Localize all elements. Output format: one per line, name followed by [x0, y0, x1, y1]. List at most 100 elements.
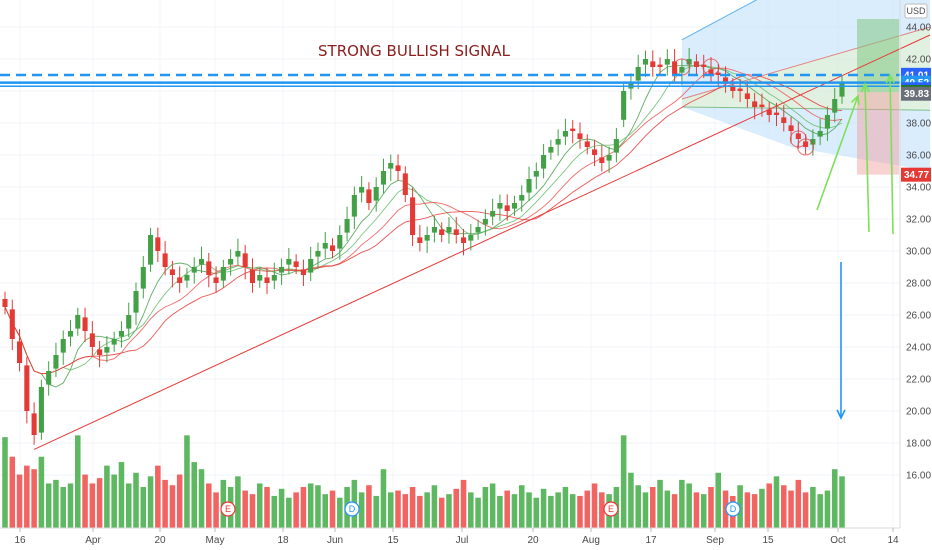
candle-body	[89, 333, 95, 347]
volume-bar	[831, 469, 838, 528]
svg-text:USD: USD	[906, 6, 926, 16]
volume-bar	[475, 497, 481, 528]
candle-body	[46, 371, 52, 385]
candle-body	[599, 157, 605, 163]
candle-body	[548, 147, 554, 153]
volume-bar	[766, 483, 772, 528]
candle-body	[715, 72, 721, 75]
currency-label[interactable]: USD	[904, 3, 928, 19]
candle-body	[752, 101, 758, 107]
green-arrow-1-shaft	[816, 95, 859, 211]
candle-body	[169, 269, 175, 275]
time-tick-label: 15	[387, 535, 399, 546]
candle-body	[817, 131, 823, 137]
candle-body	[519, 195, 525, 201]
volume-bar	[759, 488, 765, 528]
ma-ribbon-line	[4, 67, 843, 375]
candle-body	[803, 141, 809, 147]
candle-body	[664, 59, 670, 65]
candle-body	[657, 64, 663, 67]
candle-body	[242, 253, 248, 267]
candle-body	[148, 235, 154, 265]
price-axis[interactable]: 16.00 18.00 20.00 22.00 24.00 26.00 28.00 30.00…	[906, 23, 931, 482]
volume-bar	[206, 483, 212, 528]
candle-body	[824, 115, 830, 129]
volume-bar	[824, 490, 831, 528]
candle-body	[344, 219, 350, 233]
volume-bar	[708, 487, 714, 528]
price-tick-label: 32.00	[906, 215, 931, 226]
volume-bar	[802, 492, 809, 528]
uptrend-line	[33, 34, 931, 450]
volume-bar	[176, 474, 183, 528]
candle-body	[155, 237, 161, 251]
candle-body	[453, 229, 459, 235]
volume-bar	[380, 469, 387, 528]
candle-body	[693, 61, 699, 67]
candle-body	[446, 227, 452, 233]
candle-body	[395, 165, 401, 171]
candle-body	[322, 243, 328, 249]
price-tick-label: 22.00	[906, 375, 931, 386]
candle-body	[744, 93, 750, 99]
candle-body	[308, 259, 314, 273]
event-marker	[603, 501, 619, 517]
candle-body	[257, 275, 263, 281]
volume-bar	[489, 483, 496, 528]
candle-body	[97, 349, 103, 355]
volume-bar	[264, 487, 270, 528]
candle-body	[490, 211, 496, 217]
volume-bar	[657, 479, 663, 528]
stop-loss-zone	[857, 92, 899, 175]
volume-bar	[810, 487, 816, 528]
green-arrow-2-head	[860, 82, 870, 93]
volume-bar	[518, 485, 525, 528]
price-tag-label: 34.77	[904, 170, 929, 181]
volume-bar	[555, 492, 561, 528]
volume-bar	[395, 490, 401, 528]
volume-bar	[700, 494, 707, 528]
volume-bar	[9, 456, 16, 528]
candle-body	[584, 141, 590, 147]
candlesticks	[2, 47, 845, 445]
candle-body	[795, 133, 801, 139]
candle-body	[839, 83, 845, 97]
candle-body	[577, 133, 583, 139]
time-axis[interactable]: 16 Apr 20 May 18 Jun 15 Jul 20 Aug 17 Sep 15 Oct 14	[14, 528, 899, 546]
time-tick-label: Apr	[85, 535, 101, 546]
candle-body	[300, 269, 306, 275]
candle-body	[781, 117, 787, 123]
volume-bar	[599, 492, 605, 528]
volume-bar	[271, 495, 278, 528]
time-tick-label: 17	[645, 535, 657, 546]
volume-bar	[366, 485, 372, 528]
candle-body	[293, 261, 299, 267]
candle-body	[191, 267, 197, 273]
candle-body	[541, 155, 547, 169]
candle-body	[431, 227, 437, 233]
time-tick-label: 14	[887, 535, 899, 546]
candle-body	[439, 229, 445, 235]
candle-body	[206, 261, 212, 275]
price-tick-label: 24.00	[906, 343, 931, 354]
volume-bar	[169, 485, 176, 528]
candle-body	[351, 195, 357, 217]
volume-bar	[693, 492, 700, 528]
candle-body	[359, 187, 365, 193]
price-tick-label: 38.00	[906, 119, 931, 130]
candle-body	[759, 104, 765, 107]
volume-bar	[387, 492, 394, 528]
arrow-drawings	[816, 73, 895, 420]
highlight-circle	[797, 138, 815, 156]
candle-body	[60, 339, 66, 353]
candle-body	[497, 203, 503, 209]
volume-bar	[424, 492, 430, 528]
pitchfork-upper-line	[681, 0, 758, 41]
volume-bar	[781, 485, 787, 528]
volume-bar	[125, 483, 132, 528]
volume-bar	[533, 497, 540, 528]
candle-body	[140, 267, 146, 289]
volume-bar	[642, 492, 649, 528]
volume-bar	[540, 488, 547, 528]
